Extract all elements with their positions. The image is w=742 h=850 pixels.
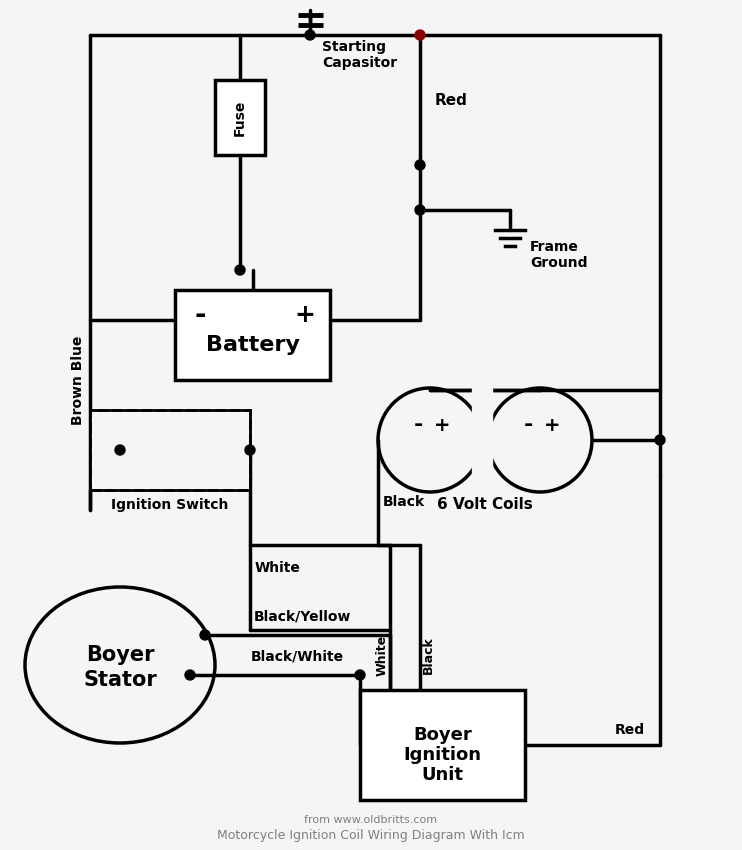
Text: Boyer: Boyer (413, 726, 472, 744)
Text: Brown Blue: Brown Blue (71, 335, 85, 425)
Circle shape (200, 630, 210, 640)
Text: Ignition Switch: Ignition Switch (111, 498, 229, 512)
Circle shape (415, 205, 425, 215)
Text: Frame
Ground: Frame Ground (530, 240, 588, 270)
Text: Red: Red (615, 723, 645, 737)
Circle shape (355, 670, 365, 680)
Text: White: White (375, 634, 389, 676)
Text: White: White (255, 561, 301, 575)
Text: from www.oldbritts.com: from www.oldbritts.com (304, 815, 438, 825)
Text: Red: Red (435, 93, 468, 107)
Text: Stator: Stator (83, 670, 157, 690)
FancyBboxPatch shape (360, 690, 525, 800)
Circle shape (415, 30, 425, 40)
Text: Black/Yellow: Black/Yellow (254, 609, 351, 623)
Text: Ignition: Ignition (404, 746, 482, 764)
FancyBboxPatch shape (175, 290, 330, 380)
FancyBboxPatch shape (90, 410, 250, 490)
Circle shape (115, 445, 125, 455)
Text: Starting
Capasitor: Starting Capasitor (322, 40, 397, 70)
Circle shape (415, 160, 425, 170)
Circle shape (185, 670, 195, 680)
Text: +: + (295, 303, 315, 327)
Text: Black: Black (421, 636, 435, 674)
Text: Black/White: Black/White (251, 649, 344, 663)
Text: +: + (544, 416, 560, 434)
Circle shape (305, 30, 315, 40)
Text: 6 Volt Coils: 6 Volt Coils (437, 496, 533, 512)
Text: Black: Black (383, 495, 425, 509)
Text: Boyer: Boyer (86, 645, 154, 665)
Text: -: - (194, 301, 206, 329)
Circle shape (245, 445, 255, 455)
Circle shape (655, 435, 665, 445)
Text: -: - (523, 415, 533, 435)
Text: Battery: Battery (206, 335, 300, 355)
Bar (472, 388, 492, 492)
Circle shape (235, 265, 245, 275)
Text: Unit: Unit (421, 766, 464, 784)
Text: +: + (434, 416, 450, 434)
Text: Motorcycle Ignition Coil Wiring Diagram With Icm: Motorcycle Ignition Coil Wiring Diagram … (217, 829, 525, 842)
FancyBboxPatch shape (215, 80, 265, 155)
Text: Fuse: Fuse (233, 99, 247, 136)
Text: -: - (413, 415, 423, 435)
